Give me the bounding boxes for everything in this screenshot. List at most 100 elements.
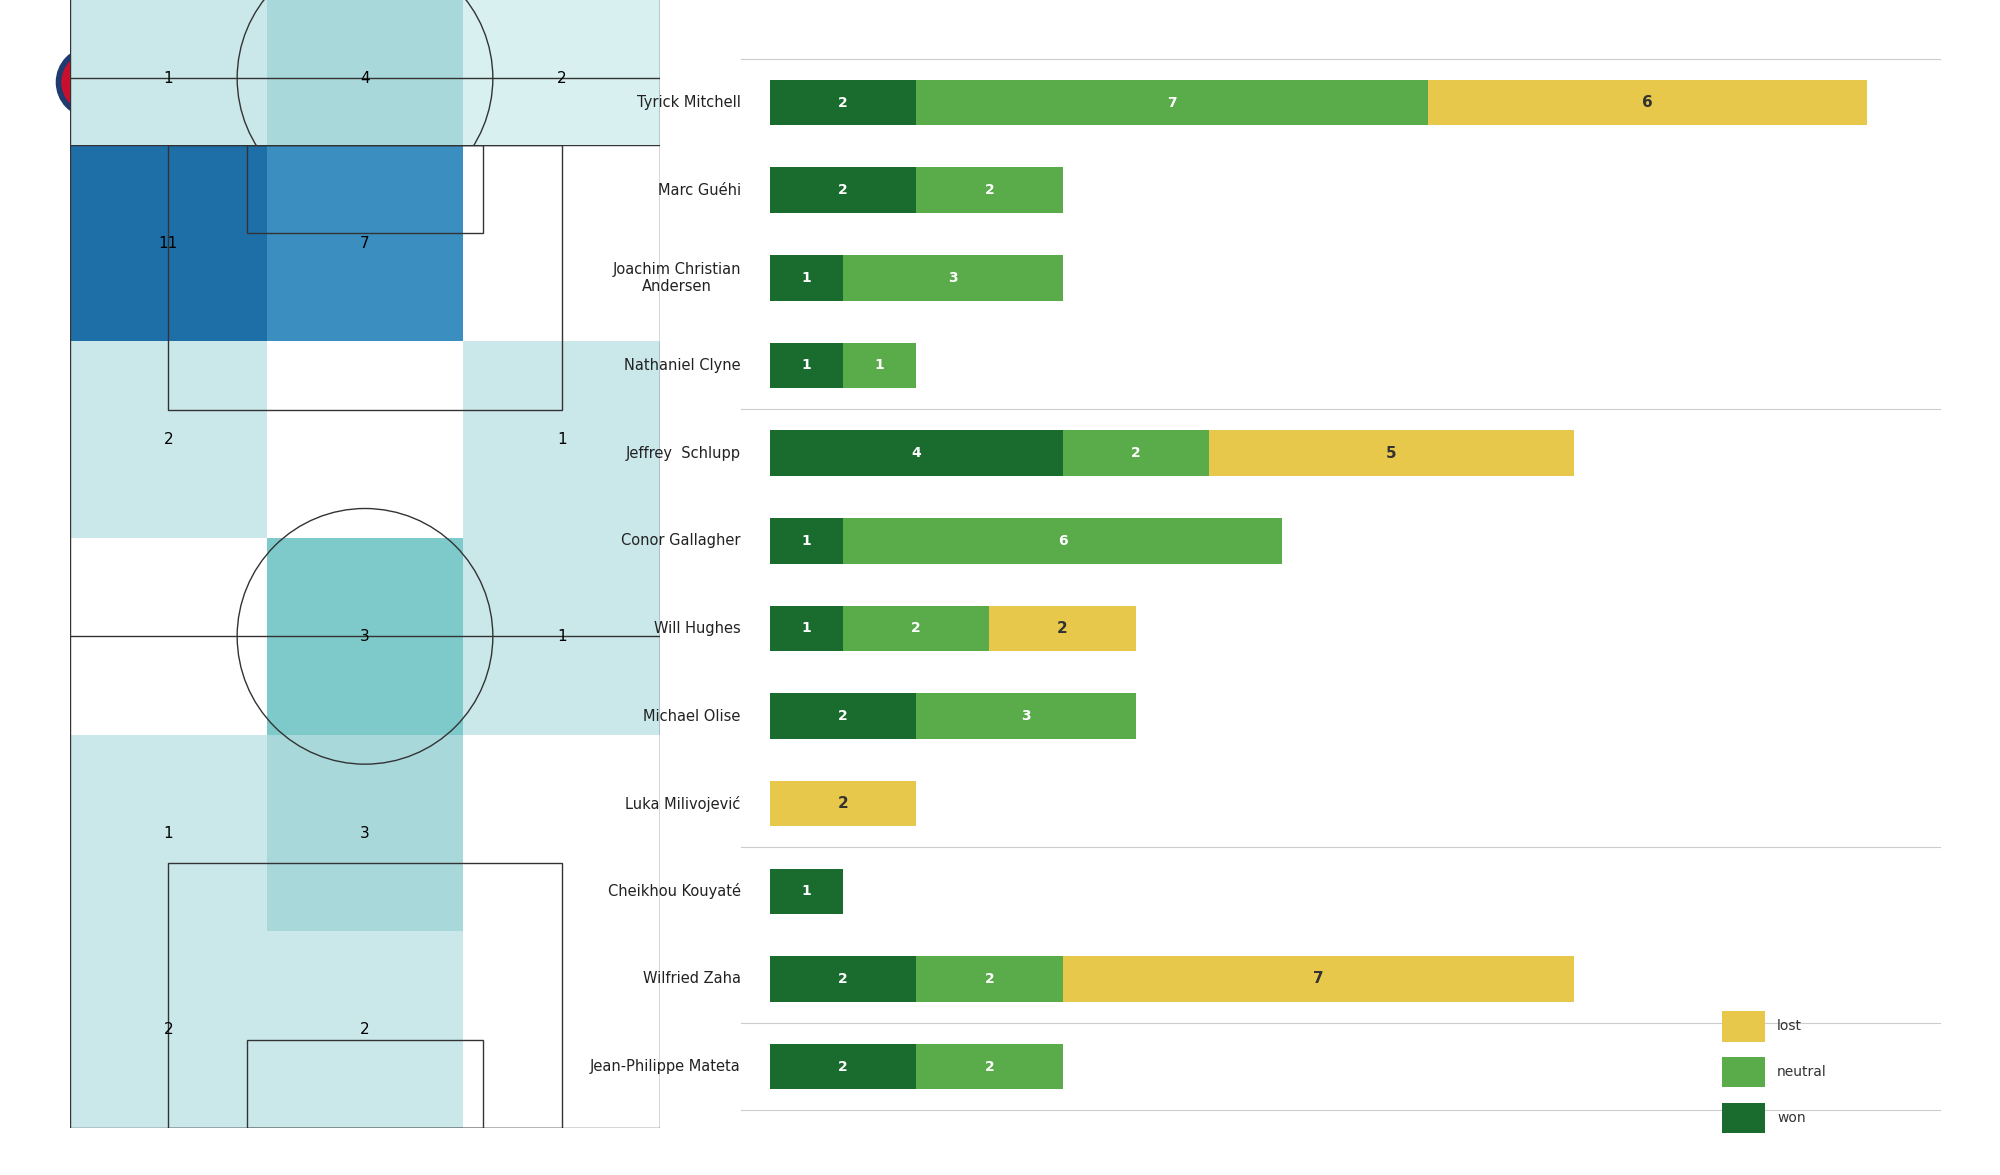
Bar: [1208, 430, 1574, 476]
Text: 4: 4: [556, 464, 566, 479]
Bar: [266, 341, 464, 538]
Bar: [70, 734, 266, 932]
Bar: [1722, 1102, 1766, 1133]
Text: 2: 2: [984, 972, 994, 986]
Text: Marc Guéhi: Marc Guéhi: [658, 182, 740, 197]
Bar: [770, 781, 916, 826]
Bar: [770, 605, 844, 651]
Bar: [266, 538, 464, 734]
Text: 4: 4: [164, 268, 174, 282]
Bar: [1062, 430, 1208, 476]
Text: 6: 6: [1058, 533, 1068, 548]
Text: Nathaniel Clyne: Nathaniel Clyne: [624, 358, 740, 372]
Text: Luka Milivojević: Luka Milivojević: [626, 795, 740, 812]
Text: 1: 1: [556, 432, 566, 448]
Text: 4: 4: [912, 446, 922, 461]
Text: 3: 3: [1022, 709, 1030, 723]
Text: Crystal Palace: Crystal Palace: [126, 61, 302, 86]
Bar: [770, 167, 916, 213]
Text: 1: 1: [802, 533, 812, 548]
Bar: [770, 956, 916, 1002]
Circle shape: [56, 48, 124, 116]
Bar: [168, 304, 562, 570]
Text: 12: 12: [356, 464, 374, 479]
Text: 6: 6: [1642, 95, 1652, 110]
Text: ⚽: ⚽: [86, 75, 94, 89]
Text: 2: 2: [838, 709, 848, 723]
Text: Cheikhou Kouyaté: Cheikhou Kouyaté: [608, 884, 740, 899]
Bar: [246, 482, 484, 570]
Bar: [916, 1043, 1062, 1089]
Bar: [844, 605, 990, 651]
Text: Jeffrey  Schlupp: Jeffrey Schlupp: [626, 445, 740, 461]
Bar: [464, 341, 660, 538]
Text: 1: 1: [556, 629, 566, 644]
Text: 2: 2: [164, 1022, 174, 1038]
Bar: [770, 80, 916, 126]
Text: 2: 2: [1058, 620, 1068, 636]
Text: won: won: [1778, 1110, 1806, 1124]
Text: Defensive duels won & neutral: Defensive duels won & neutral: [70, 611, 326, 630]
Bar: [770, 693, 916, 739]
Bar: [844, 255, 1062, 301]
Text: 2: 2: [360, 268, 370, 282]
Text: Defensive duels: Defensive duels: [126, 103, 260, 121]
Bar: [1428, 80, 1866, 126]
Text: 2: 2: [164, 432, 174, 448]
Text: Jean-Philippe Mateta: Jean-Philippe Mateta: [590, 1059, 740, 1074]
Text: 5: 5: [1386, 445, 1396, 461]
Text: 2: 2: [984, 1060, 994, 1074]
Text: 1: 1: [874, 358, 884, 372]
Text: Will Hughes: Will Hughes: [654, 620, 740, 636]
Bar: [266, 374, 464, 570]
Text: 2: 2: [556, 70, 566, 86]
Bar: [70, 374, 266, 570]
Bar: [168, 145, 562, 410]
Text: 2: 2: [838, 183, 848, 197]
Text: 2: 2: [912, 622, 922, 636]
Bar: [246, 1040, 484, 1128]
Bar: [266, 176, 464, 374]
Bar: [464, 374, 660, 570]
Text: Joachim Christian
Andersen: Joachim Christian Andersen: [612, 262, 740, 294]
Bar: [916, 693, 1136, 739]
Bar: [1722, 1010, 1766, 1041]
Text: Conor Gallagher: Conor Gallagher: [622, 533, 740, 549]
Bar: [266, 145, 464, 341]
Text: 1: 1: [802, 271, 812, 284]
Bar: [464, 0, 660, 176]
Bar: [770, 1043, 916, 1089]
Text: Wilfried Zaha: Wilfried Zaha: [642, 972, 740, 987]
Bar: [70, 538, 266, 734]
Text: 1: 1: [802, 622, 812, 636]
Text: 19: 19: [158, 464, 178, 479]
Text: 2: 2: [838, 95, 848, 109]
Bar: [168, 862, 562, 1128]
Bar: [464, 145, 660, 341]
Bar: [266, 734, 464, 932]
Text: 4: 4: [360, 70, 370, 86]
Text: 11: 11: [158, 235, 178, 250]
Bar: [70, 341, 266, 538]
Text: Tyrick Mitchell: Tyrick Mitchell: [636, 95, 740, 110]
Bar: [70, 932, 266, 1128]
Bar: [770, 868, 844, 914]
Bar: [246, 145, 484, 233]
Bar: [916, 956, 1062, 1002]
Text: 1: 1: [164, 826, 174, 840]
Text: 7: 7: [360, 235, 370, 250]
Bar: [464, 538, 660, 734]
Text: 1: 1: [802, 885, 812, 898]
Bar: [70, 145, 266, 341]
Bar: [770, 430, 1062, 476]
Bar: [464, 932, 660, 1128]
Bar: [1722, 1056, 1766, 1087]
Text: 2: 2: [556, 268, 566, 282]
Text: lost: lost: [1778, 1019, 1802, 1033]
Text: Michael Olise: Michael Olise: [644, 709, 740, 724]
Bar: [770, 255, 844, 301]
Text: 2: 2: [838, 972, 848, 986]
Bar: [1062, 956, 1574, 1002]
Bar: [770, 343, 844, 388]
Text: 2: 2: [838, 797, 848, 811]
